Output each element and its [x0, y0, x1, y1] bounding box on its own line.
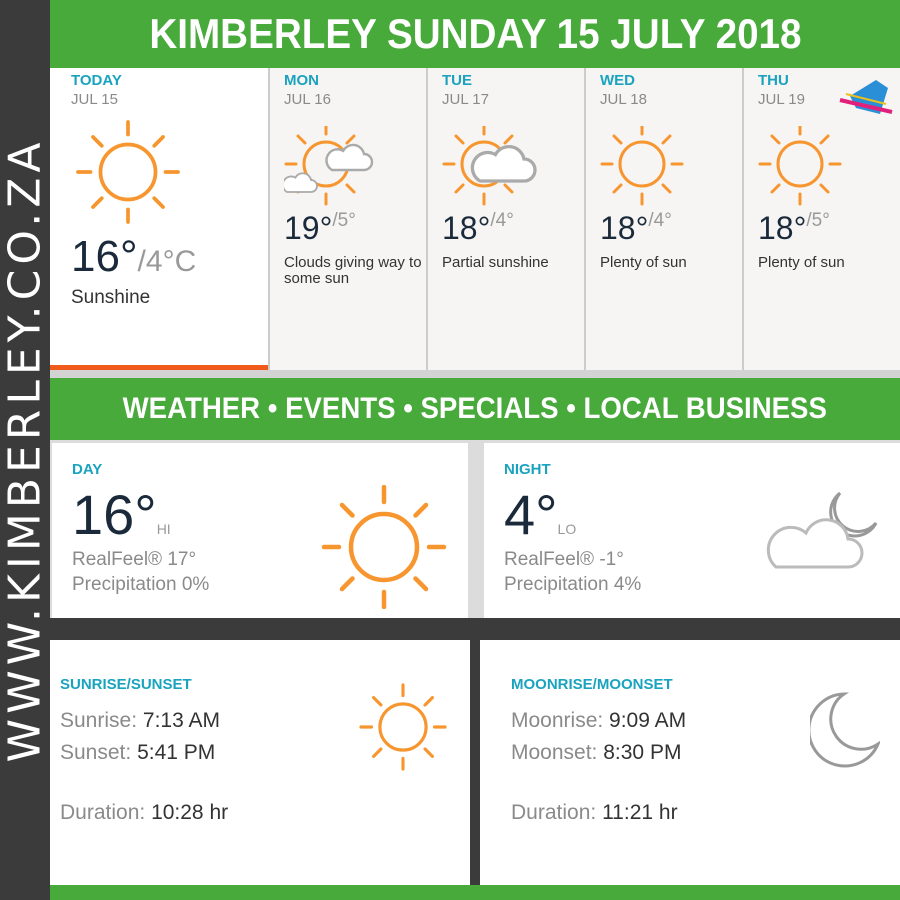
- divider: [50, 618, 900, 640]
- night-panel: NIGHT 4°LO RealFeel® -1° Precipitation 4…: [484, 443, 900, 618]
- weather-phrase: Sunshine: [71, 287, 151, 308]
- website-url: WWW.KIMBERLEY.CO.ZA: [0, 137, 51, 763]
- forecast-today[interactable]: TODAY JUL 15 16°/4°C Sunshine: [50, 68, 268, 370]
- night-realfeel: RealFeel® -1°: [504, 549, 624, 570]
- forecast-thu[interactable]: THU JUL 19 18°/5° Plenty of sun: [742, 68, 900, 370]
- sun-icon: [600, 122, 744, 206]
- moon-icon: [807, 690, 882, 775]
- forecast-tue[interactable]: TUE JUL 17 18°/4° Partial sunshine: [426, 68, 586, 370]
- page-title: KIMBERLEY SUNDAY 15 JULY 2018: [50, 0, 900, 68]
- city-portal-logo: [836, 74, 896, 125]
- sunrise-sunset-panel: SUNRISE/SUNSET Sunrise: 7:13 AM Sunset: …: [50, 640, 470, 885]
- moon-label: MOONRISE/MOONSET: [511, 676, 673, 693]
- moonrise-moonset-panel: MOONRISE/MOONSET Moonrise: 9:09 AM Moons…: [480, 640, 900, 885]
- sun-icon: [758, 122, 900, 206]
- day-panel: DAY 16°HI RealFeel® 17° Precipitation 0%: [52, 443, 468, 618]
- moonrise: Moonrise: 9:09 AM: [511, 709, 687, 732]
- footer-bar: [50, 885, 900, 900]
- cloudy-moon-icon: [762, 487, 882, 582]
- website-side-banner: WWW.KIMBERLEY.CO.ZA: [0, 0, 51, 900]
- day-date: JUL 18: [600, 91, 647, 108]
- sunset: Sunset: 5:41 PM: [60, 741, 216, 764]
- selected-indicator: [50, 365, 268, 370]
- moon-duration: Duration: 11:21 hr: [511, 801, 678, 824]
- day-date: JUL 16: [284, 91, 331, 108]
- day-date: JUL 15: [71, 91, 118, 108]
- day-name: TUE: [442, 72, 472, 89]
- weather-phrase: Partial sunshine: [442, 254, 549, 271]
- day-precipitation: Precipitation 0%: [72, 574, 210, 595]
- day-name: WED: [600, 72, 635, 89]
- partly-sunny-icon: [442, 122, 586, 206]
- temperature: 19°/5°: [284, 210, 356, 246]
- forecast-wed[interactable]: WED JUL 18 18°/4° Plenty of sun: [584, 68, 744, 370]
- day-temperature: 16°HI: [72, 483, 171, 546]
- temperature: 18°/4°: [600, 210, 672, 246]
- sun-icon: [71, 118, 268, 228]
- divider: [470, 640, 480, 885]
- moonset: Moonset: 8:30 PM: [511, 741, 682, 764]
- sunrise: Sunrise: 7:13 AM: [60, 709, 220, 732]
- sun-icon: [355, 682, 451, 783]
- day-label: DAY: [72, 461, 103, 478]
- forecast-mon[interactable]: MON JUL 16 19°/5° Clouds giving way to s…: [268, 68, 428, 370]
- sun-label: SUNRISE/SUNSET: [60, 676, 192, 693]
- temperature: 18°/5°: [758, 210, 830, 246]
- weather-phrase: Plenty of sun: [758, 254, 845, 271]
- day-name: TODAY: [71, 72, 122, 89]
- day-date: JUL 19: [758, 91, 805, 108]
- sun-duration: Duration: 10:28 hr: [60, 801, 229, 824]
- day-name: THU: [758, 72, 789, 89]
- day-name: MON: [284, 72, 319, 89]
- night-precipitation: Precipitation 4%: [504, 574, 642, 595]
- day-date: JUL 17: [442, 91, 489, 108]
- weather-phrase: Clouds giving way to some sun: [284, 254, 422, 287]
- day-realfeel: RealFeel® 17°: [72, 549, 197, 570]
- divider: [50, 370, 900, 378]
- sun-icon: [317, 485, 451, 614]
- weather-phrase: Plenty of sun: [600, 254, 687, 271]
- temperature: 16°/4°C: [71, 232, 197, 281]
- sun-clouds-icon: [281, 122, 428, 206]
- banner: WEATHER • EVENTS • SPECIALS • LOCAL BUSI…: [50, 378, 900, 440]
- night-label: NIGHT: [504, 461, 551, 478]
- night-temperature: 4°LO: [504, 483, 577, 546]
- temperature: 18°/4°: [442, 210, 514, 246]
